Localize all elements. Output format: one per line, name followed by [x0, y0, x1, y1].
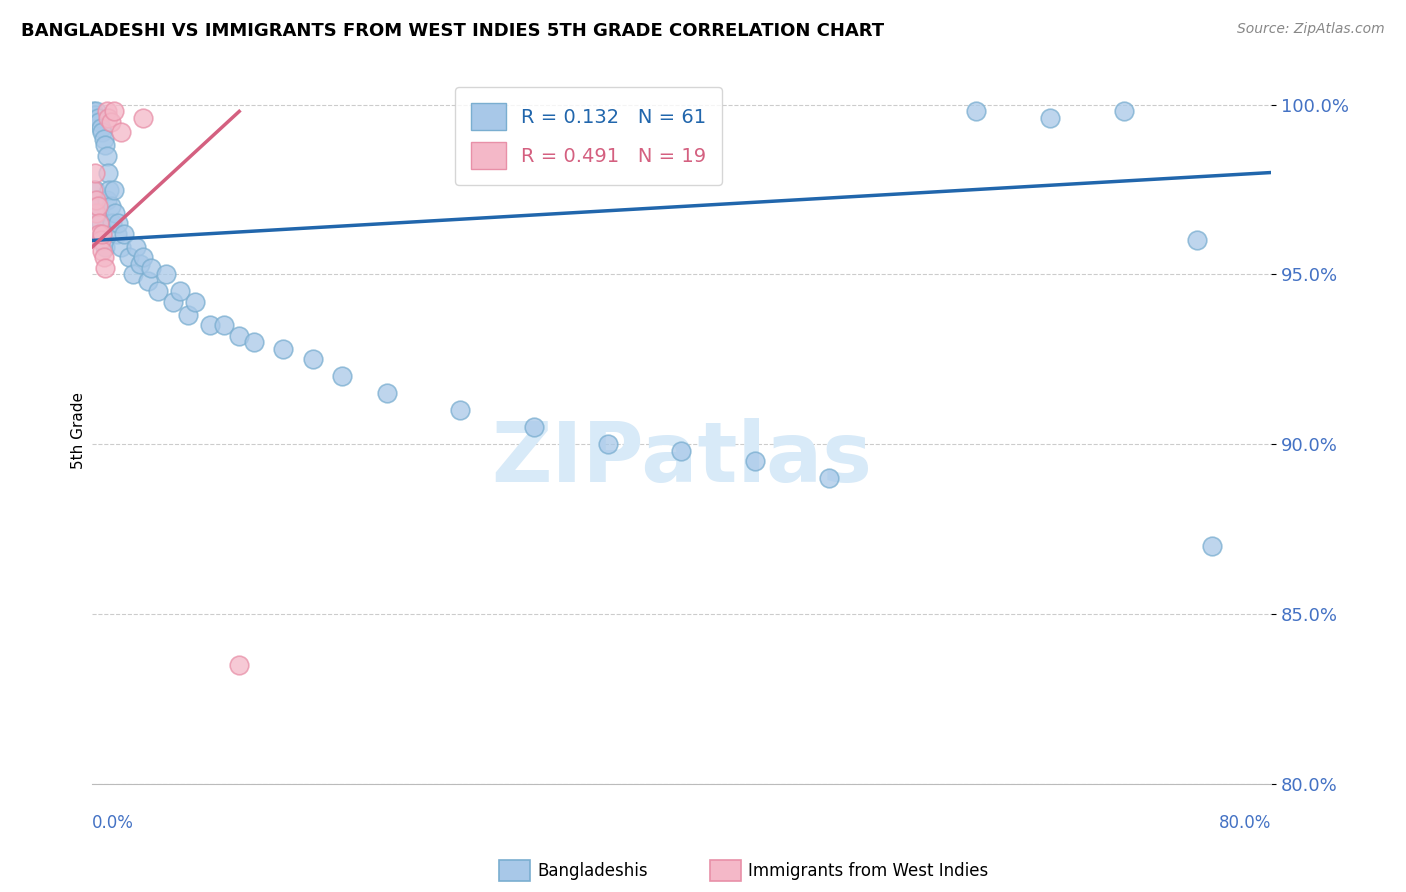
Point [136, 274, 159, 288]
Point [671, 444, 693, 458]
Point [110, 240, 132, 254]
Point [139, 260, 162, 275]
Text: ZIPatlas: ZIPatlas [491, 418, 872, 500]
Point [84, 193, 107, 207]
Point [100, 199, 122, 213]
Point [129, 257, 152, 271]
Point [89, 206, 111, 220]
Point [86, 199, 108, 213]
Point [96, 193, 118, 207]
Point [100, 114, 122, 128]
Point [93, 251, 115, 265]
Point [86, 112, 108, 126]
Point [89, 217, 111, 231]
Point [228, 657, 250, 672]
Point [97, 112, 120, 126]
Point [83, 182, 105, 196]
Point [93, 131, 115, 145]
Point [83, 165, 105, 179]
Point [1201, 539, 1223, 553]
Text: Immigrants from West Indies: Immigrants from West Indies [748, 862, 988, 880]
Point [105, 227, 128, 241]
Point [93, 234, 115, 248]
Point [94, 138, 117, 153]
Point [449, 403, 471, 417]
Point [273, 342, 295, 356]
Point [198, 318, 221, 333]
Point [103, 182, 125, 196]
Point [84, 104, 107, 119]
Point [94, 240, 117, 254]
Point [91, 125, 114, 139]
Point [332, 369, 354, 384]
Text: 80.0%: 80.0% [1219, 814, 1271, 832]
Point [86, 193, 108, 207]
Point [90, 234, 112, 248]
Text: Bangladeshis: Bangladeshis [537, 862, 648, 880]
Point [146, 285, 169, 299]
Text: BANGLADESHI VS IMMIGRANTS FROM WEST INDIES 5TH GRADE CORRELATION CHART: BANGLADESHI VS IMMIGRANTS FROM WEST INDI… [21, 22, 884, 40]
Point [91, 244, 114, 258]
Point [169, 285, 191, 299]
Point [596, 437, 619, 451]
Point [302, 352, 325, 367]
Point [96, 104, 118, 119]
Point [90, 121, 112, 136]
Point [184, 294, 207, 309]
Text: 0.0%: 0.0% [91, 814, 134, 832]
Point [110, 125, 132, 139]
Point [117, 251, 139, 265]
Point [89, 114, 111, 128]
Point [91, 227, 114, 241]
Point [98, 182, 121, 196]
Point [125, 240, 148, 254]
Legend: R = 0.132   N = 61, R = 0.491   N = 19: R = 0.132 N = 61, R = 0.491 N = 19 [456, 87, 723, 185]
Point [82, 104, 104, 119]
Point [90, 217, 112, 231]
Point [84, 199, 107, 213]
Point [818, 471, 841, 485]
Point [91, 227, 114, 241]
Point [965, 104, 987, 119]
Point [89, 227, 111, 241]
Point [101, 217, 124, 231]
Point [97, 165, 120, 179]
Point [132, 112, 155, 126]
Point [523, 420, 546, 434]
Point [83, 108, 105, 122]
Point [243, 335, 266, 350]
Point [155, 268, 177, 282]
Point [103, 104, 125, 119]
Text: Source: ZipAtlas.com: Source: ZipAtlas.com [1237, 22, 1385, 37]
Point [744, 454, 766, 468]
Point [1187, 234, 1209, 248]
Point [104, 206, 127, 220]
Point [112, 227, 135, 241]
Point [1112, 104, 1135, 119]
Y-axis label: 5th Grade: 5th Grade [72, 392, 86, 469]
Point [375, 386, 398, 401]
Point [132, 251, 155, 265]
Point [107, 217, 129, 231]
Point [162, 294, 184, 309]
Point [96, 148, 118, 162]
Point [228, 328, 250, 343]
Point [214, 318, 236, 333]
Point [176, 308, 198, 322]
Point [94, 260, 117, 275]
Point [1039, 112, 1062, 126]
Point [82, 182, 104, 196]
Point [122, 268, 145, 282]
Point [84, 206, 107, 220]
